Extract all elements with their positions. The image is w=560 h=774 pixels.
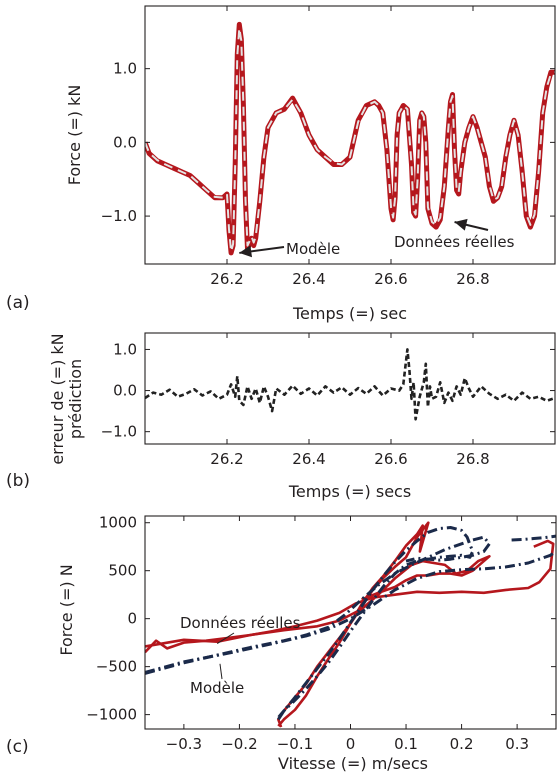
xtick-label: 0 — [346, 735, 356, 753]
ytick-label: −500 — [96, 658, 137, 676]
series-measured-loop-2 — [145, 555, 491, 648]
annotation-modele-leader — [219, 663, 223, 680]
annotation-donnees-arrow-head — [454, 218, 468, 231]
ytick-label: 0.0 — [113, 133, 137, 151]
ytick-label: −1000 — [86, 706, 137, 724]
series-model-loop-4 — [277, 526, 475, 721]
series-measured-line — [145, 21, 555, 256]
xtick-label: 26.6 — [374, 450, 407, 468]
panel-c-annotations: Données réelles Modèle — [180, 614, 301, 697]
panel-c-ticks: −0.3 −0.2 −0.1 0 0.1 0.2 0.3 −1000 −500 0 500 1000 — [86, 514, 556, 753]
panel-c-ylabel: Force (=) N — [57, 564, 76, 655]
series-model-line — [145, 27, 555, 253]
panel-b-ylabel-line2: prédiction — [66, 359, 85, 439]
annotation-donnees-reelles: Données réelles — [180, 614, 301, 632]
xtick-label: 0.1 — [394, 735, 418, 753]
xtick-label: 26.4 — [292, 270, 325, 288]
panel-a-xlabel: Temps (=) sec — [292, 304, 407, 323]
panel-c-lines — [145, 521, 556, 728]
panel-a-ticks: 26.2 26.4 26.6 26.8 −1.0 0.0 1.0 — [101, 6, 555, 288]
panel-a-lines — [145, 21, 555, 256]
xtick-label: 26.2 — [210, 450, 243, 468]
panel-c-force-velocity: −0.3 −0.2 −0.1 0 0.1 0.2 0.3−1000−50005001000 … — [6, 514, 557, 773]
panel-b-ylabel: erreur de (=) kN — [48, 333, 67, 464]
panel-a-frame — [144, 5, 556, 265]
panel-a-ylabel: Force (=) kN — [65, 85, 84, 186]
xtick-label: −0.1 — [277, 735, 313, 753]
xtick-label: 26.8 — [456, 270, 489, 288]
xtick-label: 26.2 — [210, 270, 243, 288]
panel-c-tag: (c) — [6, 737, 29, 757]
panel-a-annotations: Modèle Données réelles — [239, 218, 515, 258]
xtick-label: 26.4 — [292, 450, 325, 468]
ytick-label: 1000 — [99, 514, 137, 532]
panel-a-force-time: 26.2 26.4 26.6 26.8 −1.0 0.0 1.0 Temps (=) sec… — [6, 5, 556, 323]
ytick-label: −1.0 — [101, 423, 137, 441]
ytick-label: 1.0 — [113, 340, 137, 358]
xtick-label: 26.6 — [374, 270, 407, 288]
panel-b-lines — [145, 348, 555, 421]
series-error-line — [145, 348, 555, 421]
panel-b-prediction-error: 26.2 26.4 26.6 26.8 −1.0 0.0 1.0 Temps (=) sec… — [6, 332, 556, 501]
xtick-label: −0.3 — [166, 735, 202, 753]
panel-a-tag: (a) — [6, 293, 30, 313]
annotation-modele: Modèle — [286, 240, 340, 258]
series-model-loop-3 — [145, 535, 491, 675]
ytick-label: 500 — [108, 562, 137, 580]
ytick-label: 0 — [127, 610, 137, 628]
panel-c-xlabel: Vitesse (=) m/secs — [278, 754, 428, 773]
xtick-label: 26.8 — [456, 450, 489, 468]
series-model-loop-5 — [511, 534, 556, 542]
xtick-label: −0.2 — [221, 735, 257, 753]
annotation-donnees-reelles: Données réelles — [394, 233, 515, 251]
panel-b-ticks: 26.2 26.4 26.6 26.8 −1.0 0.0 1.0 — [101, 333, 555, 468]
xtick-label: 0.3 — [505, 735, 529, 753]
panel-b-tag: (b) — [6, 471, 30, 491]
annotation-modele-arrow-head — [239, 245, 252, 258]
xtick-label: 0.2 — [450, 735, 474, 753]
panel-b-xlabel: Temps (=) secs — [288, 482, 411, 501]
panel-b-frame — [144, 332, 556, 445]
ytick-label: 0.0 — [113, 382, 137, 400]
annotation-donnees-leader — [216, 632, 235, 645]
ytick-label: −1.0 — [101, 207, 137, 225]
ytick-label: 1.0 — [113, 60, 137, 78]
annotation-modele: Modèle — [190, 679, 244, 697]
series-model-loop-6 — [145, 550, 556, 674]
